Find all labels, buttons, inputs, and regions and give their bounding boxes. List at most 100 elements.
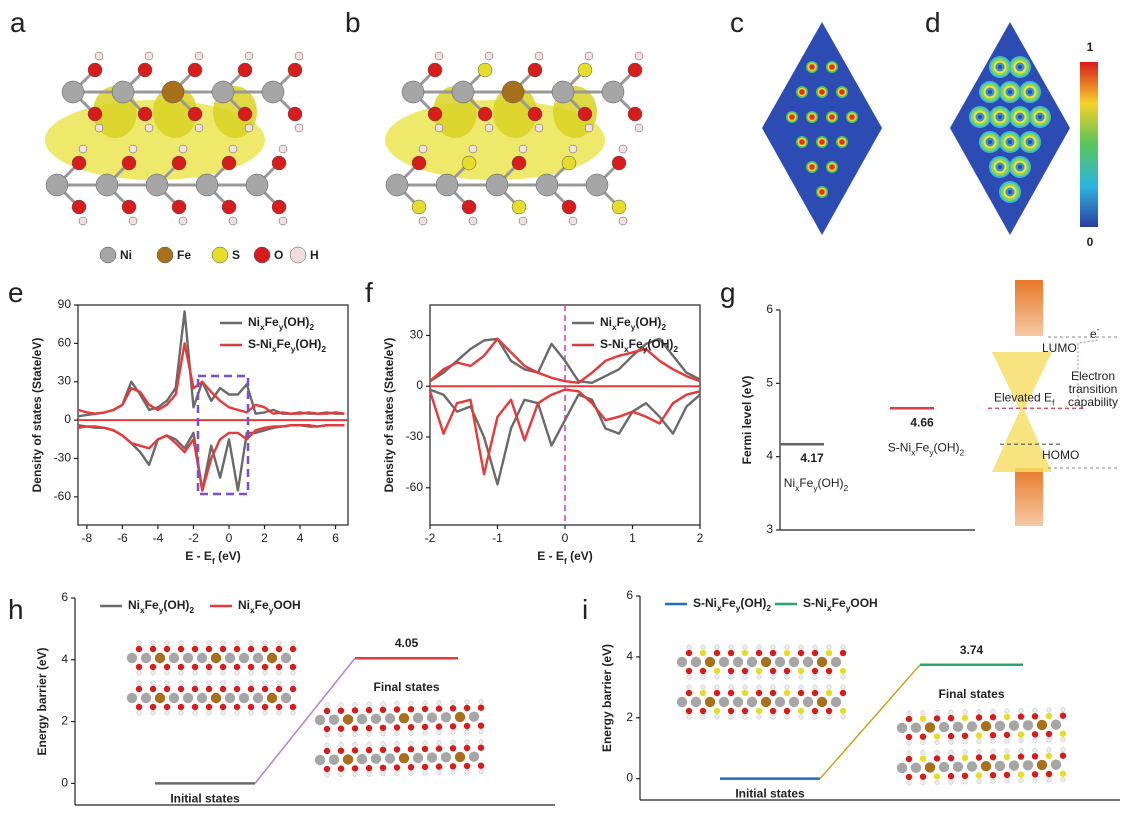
elf-spot — [829, 164, 835, 170]
electron-label: e- — [1090, 324, 1100, 341]
legend-label: S-NixFey(OH)2 — [600, 337, 678, 354]
y-axis-label: Energy barrier (eV) — [600, 644, 614, 752]
atom — [905, 755, 913, 763]
atom — [741, 689, 749, 697]
atom — [755, 667, 763, 675]
atom — [686, 684, 692, 690]
atom — [194, 51, 204, 61]
atom — [342, 754, 354, 765]
atom — [905, 733, 913, 741]
atom — [1017, 731, 1025, 738]
atom — [449, 723, 457, 730]
y-axis-label: Density of states (State/eV) — [382, 338, 396, 493]
atom — [947, 714, 955, 722]
lumo-band — [1015, 280, 1043, 336]
atom — [275, 703, 283, 711]
atom — [1031, 713, 1039, 720]
atom — [71, 199, 87, 215]
atom — [192, 640, 198, 646]
atom — [289, 685, 297, 693]
atom — [611, 155, 627, 171]
atom — [627, 106, 643, 122]
atom — [418, 216, 428, 226]
elf-spot — [1028, 140, 1032, 144]
atom — [1017, 753, 1025, 760]
atom — [690, 656, 702, 668]
atom — [618, 144, 628, 154]
atom — [352, 702, 358, 707]
atom — [896, 722, 908, 734]
atom-legend-label: H — [310, 248, 319, 262]
y-tick-label: 6 — [766, 302, 773, 316]
x-tick-label: -2 — [188, 531, 199, 545]
atom — [802, 656, 814, 668]
x-tick-label: 4 — [297, 531, 304, 545]
atom — [435, 705, 443, 712]
atom — [290, 640, 296, 646]
atom — [742, 674, 748, 680]
atom — [714, 684, 720, 690]
atom-legend-label: Fe — [177, 248, 191, 262]
dos-curve — [77, 424, 345, 492]
atom — [421, 763, 429, 771]
atom — [380, 731, 386, 737]
atom — [408, 740, 414, 746]
atom — [178, 680, 184, 686]
atom — [356, 713, 368, 725]
atom — [370, 753, 382, 764]
atom — [905, 715, 913, 723]
atom — [370, 713, 382, 724]
atom — [449, 705, 457, 712]
atom — [252, 652, 264, 664]
atom — [384, 753, 396, 764]
x-tick-label: -8 — [82, 531, 93, 545]
panel-label: a — [10, 7, 26, 38]
y-tick-label: -30 — [406, 429, 424, 443]
atom — [1046, 707, 1052, 713]
y-tick-label: 6 — [61, 590, 68, 604]
atom — [71, 155, 87, 171]
atom — [451, 80, 475, 104]
atom — [205, 645, 213, 653]
atom — [685, 707, 693, 715]
capability-label: capability — [1068, 395, 1118, 409]
atom — [137, 62, 153, 78]
atom — [237, 62, 253, 78]
atom — [78, 216, 88, 226]
atom — [224, 692, 236, 704]
atom — [365, 706, 373, 714]
atom — [627, 62, 643, 78]
atom — [393, 764, 401, 771]
atom — [407, 746, 415, 753]
atom — [975, 732, 983, 739]
atom — [976, 749, 982, 754]
y-tick-label: 4 — [61, 652, 68, 666]
atom — [149, 645, 157, 653]
atom — [253, 246, 271, 264]
atom — [756, 674, 762, 680]
atom — [422, 700, 428, 706]
atom — [290, 670, 296, 676]
atom — [811, 689, 819, 697]
y-tick-label: 2 — [61, 714, 68, 728]
atom — [252, 692, 264, 704]
atom — [393, 706, 401, 713]
atom — [501, 80, 525, 104]
atom — [826, 674, 832, 680]
atom — [352, 732, 358, 737]
atom — [840, 714, 846, 720]
y-tick-label: 0 — [64, 412, 71, 426]
atom — [435, 763, 443, 770]
elf-spot — [978, 115, 982, 119]
atom — [840, 674, 846, 680]
atom — [135, 703, 143, 711]
atom — [352, 772, 358, 777]
atom — [1059, 712, 1067, 719]
atom — [714, 714, 720, 720]
atom — [140, 692, 152, 704]
atom — [271, 199, 287, 215]
atom — [477, 62, 493, 78]
elf-spot — [819, 139, 825, 145]
atom — [746, 696, 758, 708]
elf-spot — [1008, 140, 1012, 144]
